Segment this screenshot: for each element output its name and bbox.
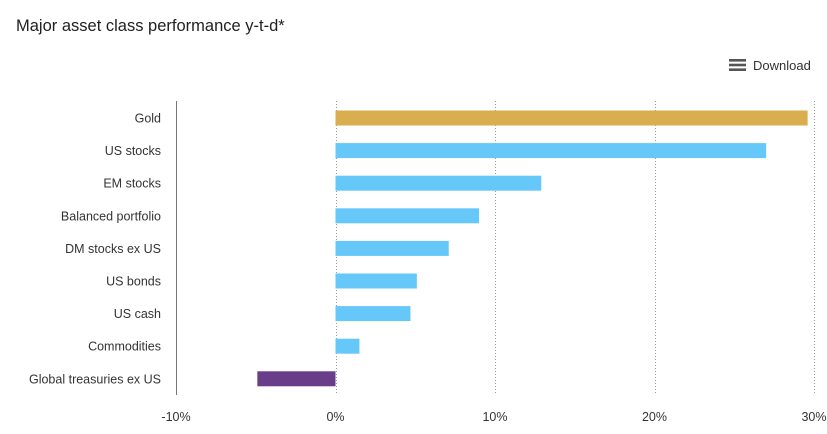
category-labels: Gold US stocks EM stocks Balanced portfolio… — [29, 112, 161, 387]
category-label: Global treasuries ex US — [29, 372, 161, 386]
x-tick-label: 0% — [326, 410, 344, 424]
category-label: US bonds — [106, 275, 161, 289]
download-label: Download — [753, 57, 811, 73]
bar[interactable] — [335, 240, 449, 256]
category-label: EM stocks — [103, 177, 161, 191]
x-tick-label: 10% — [482, 410, 507, 424]
category-label: Commodities — [88, 340, 161, 354]
bar[interactable] — [335, 175, 542, 191]
bars — [257, 110, 808, 387]
bar[interactable] — [335, 338, 360, 354]
menu-icon — [729, 59, 746, 71]
bar[interactable] — [335, 110, 808, 126]
category-label: DM stocks ex US — [65, 242, 161, 256]
x-tick-label: 20% — [642, 410, 667, 424]
bar[interactable] — [335, 306, 411, 322]
download-button[interactable]: Download — [729, 55, 811, 75]
x-tick-label: -10% — [161, 410, 190, 424]
chart-title: Major asset class performance y-t-d* — [16, 17, 285, 35]
bar[interactable] — [335, 273, 417, 289]
category-label: US stocks — [105, 144, 161, 158]
bar[interactable] — [335, 208, 480, 224]
category-label: US cash — [114, 307, 161, 321]
bar[interactable] — [257, 371, 336, 387]
x-tick-labels: -10% 0% 10% 20% 30% — [161, 410, 826, 424]
bar[interactable] — [335, 143, 767, 159]
x-tick-label: 30% — [801, 410, 826, 424]
category-label: Gold — [135, 112, 161, 126]
category-label: Balanced portfolio — [61, 209, 161, 223]
